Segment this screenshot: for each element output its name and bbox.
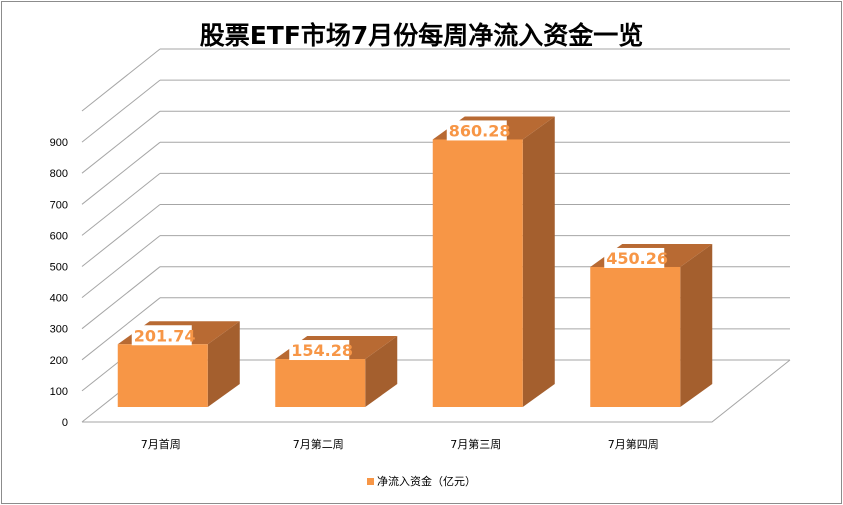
y-tick-label: 100: [50, 386, 68, 398]
y-tick-label: 900: [50, 137, 68, 149]
y-tick-label: 600: [50, 230, 68, 242]
bar: [117, 344, 208, 407]
data-label-bg: [289, 340, 350, 361]
legend-swatch: [367, 478, 374, 485]
category-label: 7月首周: [141, 437, 181, 451]
data-label-bg: [446, 120, 507, 141]
data-label: 860.28: [449, 121, 511, 140]
data-label-bg: [604, 247, 665, 268]
y-tick-label: 0: [62, 417, 68, 429]
y-tick-label: 300: [50, 324, 68, 336]
bar-side: [680, 243, 713, 407]
wall-gridline: [81, 173, 161, 236]
data-label: 154.28: [291, 341, 353, 360]
category-label: 7月第二周: [293, 437, 344, 451]
wall-gridline: [81, 79, 161, 143]
bar: [275, 359, 366, 407]
bar: [432, 139, 523, 407]
legend-label: 净流入资金（亿元）: [377, 475, 476, 488]
y-tick-label: 700: [50, 199, 68, 211]
wall-gridline: [81, 48, 161, 112]
chart-title: 股票ETF市场7月份每周净流入资金一览: [199, 21, 644, 50]
floor-outline: [82, 359, 791, 423]
category-label: 7月第三周: [450, 437, 501, 451]
data-label: 450.26: [606, 249, 668, 268]
bar-side: [207, 321, 240, 407]
y-tick-label: 500: [50, 262, 68, 274]
wall-gridline: [81, 204, 161, 267]
wall-gridline: [81, 141, 161, 205]
category-label: 7月第四周: [608, 437, 659, 451]
y-tick-label: 800: [50, 168, 68, 180]
wall-gridline: [81, 235, 161, 298]
y-tick-label: 400: [50, 293, 68, 305]
data-label-bg: [131, 325, 192, 346]
bar: [590, 266, 681, 407]
wall-gridline: [81, 297, 161, 361]
bar-side: [522, 116, 555, 408]
wall-gridline: [81, 110, 161, 174]
bar-side: [365, 336, 398, 407]
y-tick-label: 200: [50, 355, 68, 367]
legend: 净流入资金（亿元）: [0, 473, 843, 489]
wall-gridline: [81, 266, 161, 330]
data-label: 201.74: [134, 326, 196, 345]
